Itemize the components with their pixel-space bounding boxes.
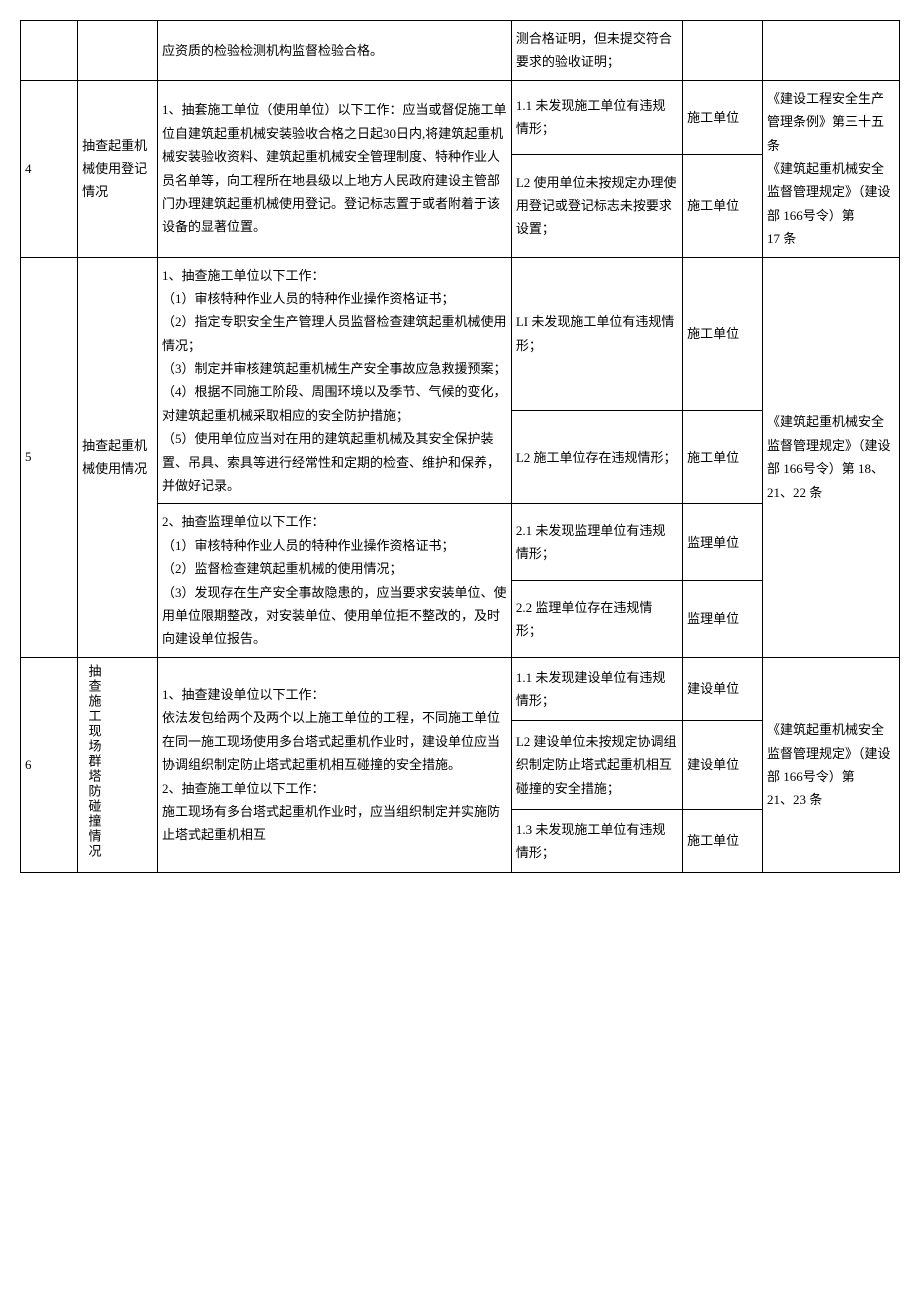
cell-result: L2 使用单位未按规定办理使用登记或登记标志未按要求设置； [511, 154, 682, 257]
cell-unit: 监理单位 [683, 504, 763, 581]
cell-unit: 施工单位 [683, 410, 763, 503]
cell-result: 1.1 未发现施工单位有违规情形； [511, 80, 682, 154]
cell-content: 1、抽套施工单位（使用单位）以下工作：应当或督促施工单位自建筑起重机械安装验收合… [157, 80, 511, 257]
cell-content: 应资质的检验检测机构监督检验合格。 [157, 21, 511, 81]
cell-result: 2.2 监理单位存在违规情形； [511, 581, 682, 658]
cell-content: 2、抽查监理单位以下工作： （1）审核特种作业人员的特种作业操作资格证书； （2… [157, 504, 511, 657]
cell-result: 2.1 未发现监理单位有违规情形； [511, 504, 682, 581]
cell-content: 1、抽查建设单位以下工作： 依法发包给两个及两个以上施工单位的工程，不同施工单位… [157, 657, 511, 872]
cell-num: 5 [21, 257, 78, 657]
cell-unit: 建设单位 [683, 721, 763, 809]
table-row: 5 抽查起重机械使用情况 1、抽查施工单位以下工作： （1）审核特种作业人员的特… [21, 257, 900, 410]
cell-item [78, 21, 158, 81]
cell-num [21, 21, 78, 81]
cell-item: 抽查起重机械使用登记情况 [78, 80, 158, 257]
cell-unit: 施工单位 [683, 154, 763, 257]
vertical-label: 抽查施工现场群塔防碰撞情况 [82, 664, 105, 859]
cell-unit: 施工单位 [683, 809, 763, 873]
cell-result: 测合格证明，但未提交符合要求的验收证明； [511, 21, 682, 81]
cell-result: LI 未发现施工单位有违规情形； [511, 257, 682, 410]
cell-result: 1.1 未发现建设单位有违规情形； [511, 657, 682, 721]
cell-result: L2 建设单位未按规定协调组织制定防止塔式起重机相互碰撞的安全措施； [511, 721, 682, 809]
table-row: 6 抽查施工现场群塔防碰撞情况 1、抽查建设单位以下工作： 依法发包给两个及两个… [21, 657, 900, 721]
cell-result: 1.3 未发现施工单位有违规情形； [511, 809, 682, 873]
cell-result: L2 施工单位存在违规情形； [511, 410, 682, 503]
cell-basis: 《建筑起重机械安全监督管理规定》（建设部 166号令）第 18、21、22 条 [762, 257, 899, 657]
cell-basis: 《建设工程安全生产管理条例》第三十五条 《建筑起重机械安全监督管理规定》（建设部… [762, 80, 899, 257]
cell-unit: 建设单位 [683, 657, 763, 721]
cell-num: 6 [21, 657, 78, 872]
cell-basis [762, 21, 899, 81]
table-row: 4 抽查起重机械使用登记情况 1、抽套施工单位（使用单位）以下工作：应当或督促施… [21, 80, 900, 154]
cell-content: 1、抽查施工单位以下工作： （1）审核特种作业人员的特种作业操作资格证书； （2… [157, 257, 511, 504]
cell-unit: 监理单位 [683, 581, 763, 658]
cell-unit: 施工单位 [683, 80, 763, 154]
inspection-table: 应资质的检验检测机构监督检验合格。 测合格证明，但未提交符合要求的验收证明； 4… [20, 20, 900, 873]
cell-num: 4 [21, 80, 78, 257]
cell-unit: 施工单位 [683, 257, 763, 410]
cell-unit [683, 21, 763, 81]
cell-basis: 《建筑起重机械安全监督管理规定》（建设部 166号令）第 21、23 条 [762, 657, 899, 872]
cell-item: 抽查施工现场群塔防碰撞情况 [78, 657, 158, 872]
cell-item: 抽查起重机械使用情况 [78, 257, 158, 657]
table-row: 应资质的检验检测机构监督检验合格。 测合格证明，但未提交符合要求的验收证明； [21, 21, 900, 81]
